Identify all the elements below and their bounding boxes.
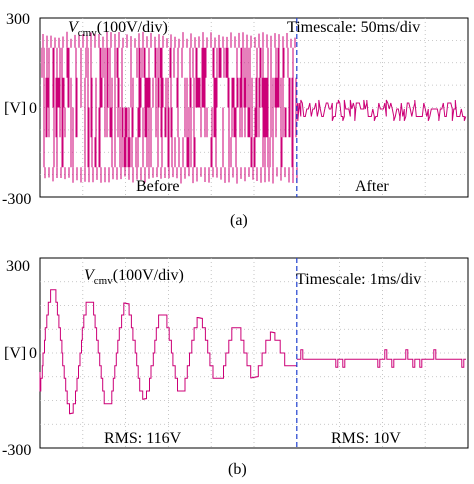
panel-a-trace <box>41 31 467 184</box>
panel-b-timescale: Timescale: 1ms/div <box>296 271 421 288</box>
panel-b-ytick-bottom: -300 <box>2 442 31 459</box>
panel-a-before-label: Before <box>136 178 180 195</box>
trace-before-spikes <box>42 31 298 184</box>
panel-b-rms-before: RMS: 116V <box>104 430 182 447</box>
panel-a-caption: (a) <box>230 212 248 229</box>
panel-a-ytick-top: 300 <box>6 11 30 28</box>
panel-b-rms-after: RMS: 10V <box>331 430 401 447</box>
panel-b-channel-sub: cmv <box>94 275 113 287</box>
panel-a: 300 [V] 0 -300 Vcmv(100V/div) Timescale:… <box>2 11 469 229</box>
panel-a-ytick-zero: 0 <box>29 100 37 117</box>
trace-after <box>296 99 467 122</box>
panel-a-ytick-bottom: -300 <box>2 191 31 208</box>
trace-after <box>296 349 466 368</box>
panel-b-channel-main: V <box>84 267 96 284</box>
panel-b: 300 [V] 0 -300 Vcmv(100V/div) Timescale:… <box>2 257 469 478</box>
panel-a-ylabel: [V] <box>4 100 26 117</box>
panel-a-timescale: Timescale: 50ms/div <box>287 19 420 36</box>
panel-b-channel-rest: (100V/div) <box>113 267 184 284</box>
panel-b-trace <box>39 289 466 415</box>
panel-a-channel-label: Vcmv(100V/div) <box>68 19 168 39</box>
panel-a-channel-rest: (100V/div) <box>97 19 168 36</box>
panel-a-after-label: After <box>355 178 389 195</box>
panel-b-caption: (b) <box>228 461 247 478</box>
panel-a-channel-main: V <box>68 19 80 36</box>
trace-before-sine <box>39 289 297 415</box>
panel-a-channel-sub: cmv <box>78 27 97 39</box>
panel-a-grid <box>40 18 468 197</box>
panel-b-ytick-top: 300 <box>6 258 30 275</box>
panel-b-ylabel: [V] <box>4 345 26 362</box>
panel-b-channel-label: Vcmv(100V/div) <box>84 267 184 287</box>
panel-b-ytick-zero: 0 <box>29 345 37 362</box>
panel-b-grid <box>40 258 468 448</box>
